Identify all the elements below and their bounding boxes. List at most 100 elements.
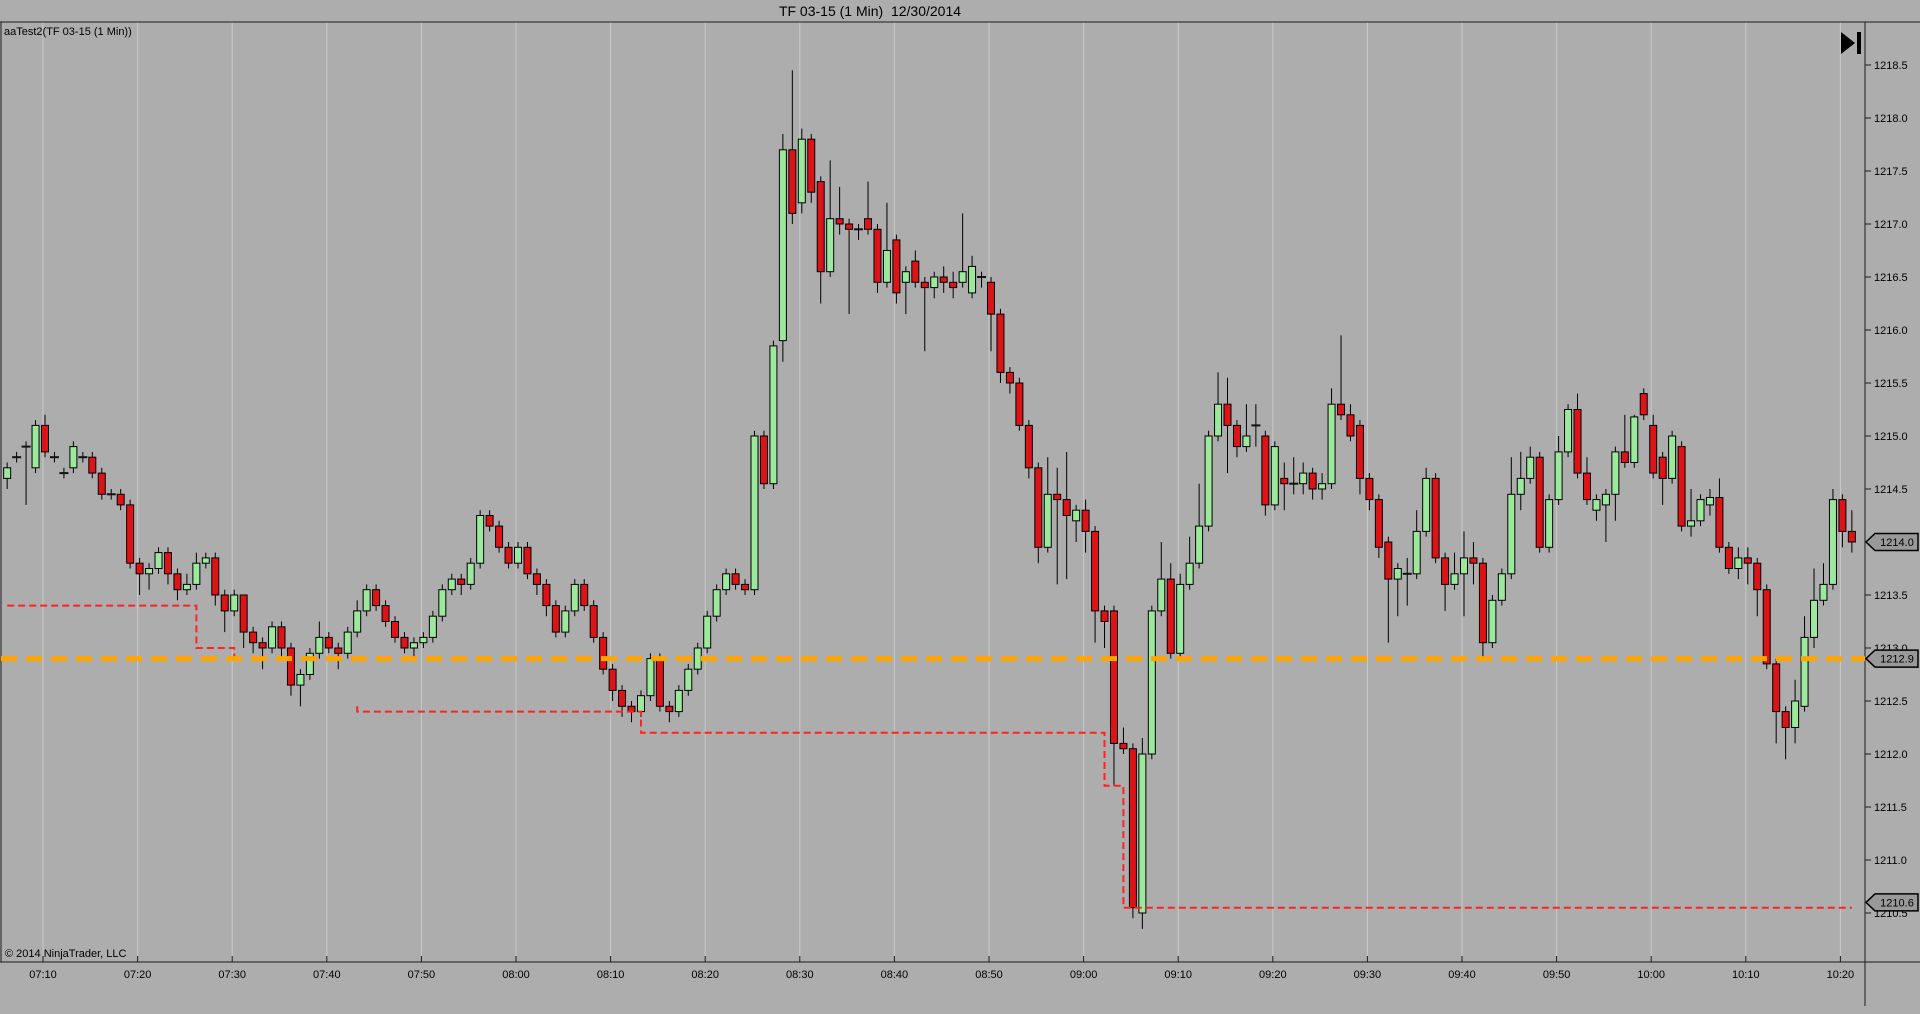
candle-down [324, 636, 333, 649]
candle-down [1280, 477, 1289, 485]
candle-up [1800, 636, 1809, 707]
candle-up [1545, 499, 1554, 548]
candle-down [1005, 371, 1014, 384]
y-axis-label: 1211.5 [1874, 802, 1907, 814]
candle-up [1195, 525, 1204, 564]
candle-down [532, 573, 541, 585]
candle-up [1507, 493, 1516, 575]
candle-down [126, 504, 135, 564]
candle-down [911, 260, 920, 283]
x-axis-label: 08:20 [691, 969, 719, 981]
candle-down [116, 493, 125, 506]
candle-down [1119, 742, 1128, 750]
candle-up [712, 589, 721, 617]
candle-up [1601, 493, 1610, 506]
candle-down [608, 668, 617, 691]
candle-up [882, 250, 891, 283]
y-axis-label: 1217.0 [1874, 219, 1908, 231]
candle-down [1384, 541, 1393, 580]
candle-down [1677, 446, 1686, 527]
candle-down [485, 515, 494, 527]
y-axis-label: 1214.5 [1874, 484, 1908, 496]
candle-up [447, 578, 456, 591]
candle-up [797, 138, 806, 204]
candle-down [41, 424, 49, 453]
chart-title: TF 03-15 (1 Min) 12/30/2014 [778, 3, 962, 19]
candle-up [438, 589, 447, 617]
candle-up [1176, 583, 1185, 654]
candle-up [1526, 456, 1535, 479]
candle-up [778, 149, 787, 342]
candle-down [258, 642, 267, 649]
candle-up [674, 689, 683, 713]
y-axis[interactable]: 1218.5 1218.0 1217.5 1217.0 1216.5 1216.0 1215… [1865, 60, 1908, 920]
price-badge-1210.6 [1864, 893, 1919, 912]
candle-down [542, 583, 551, 607]
candle-down [1024, 424, 1033, 469]
candle-down [220, 594, 229, 612]
candle-down [1478, 562, 1487, 644]
candle-down [135, 562, 144, 575]
x-axis-label: 09:50 [1543, 969, 1571, 981]
candle-down [987, 281, 995, 315]
candle-down [1081, 509, 1090, 532]
candle-down [920, 281, 929, 289]
skip-to-end-glyph [1841, 32, 1861, 54]
candle-down [1346, 414, 1355, 437]
candle-down [1620, 451, 1629, 463]
candle-up [230, 594, 239, 612]
gridlines [42, 22, 1841, 962]
candle-up [466, 562, 475, 585]
candle-up [1564, 409, 1573, 453]
skip-to-end-icon[interactable] [1838, 30, 1866, 58]
x-axis-label: 08:00 [502, 969, 530, 981]
candle-up [409, 642, 418, 649]
candle-down [1431, 477, 1440, 559]
candle-down [495, 525, 504, 548]
candle-up [1705, 496, 1714, 506]
candle-up [145, 568, 154, 575]
x-axis-label: 07:40 [313, 969, 341, 981]
candle-up [419, 636, 428, 644]
candle-down [1724, 546, 1733, 569]
doji-dash [21, 445, 31, 448]
price-badge-1212.9 [1864, 649, 1919, 668]
candle-up [1460, 557, 1468, 575]
candle-up [693, 647, 702, 670]
candle-up [1668, 435, 1677, 479]
x-axis-label: 09:40 [1448, 969, 1476, 981]
candle-up [1696, 499, 1705, 522]
candle-down [655, 658, 664, 707]
candle-down [1100, 610, 1109, 623]
candle-down [665, 705, 674, 713]
candle-down [1337, 403, 1346, 416]
x-axis-label: 09:00 [1070, 969, 1098, 981]
candle-down [996, 313, 1005, 373]
candle-up [722, 573, 731, 591]
y-axis-label: 1218.0 [1874, 113, 1908, 125]
candle-down [239, 594, 248, 633]
candle-down [400, 636, 409, 649]
x-axis-label: 10:20 [1827, 969, 1855, 981]
y-axis-label: 1216.0 [1874, 325, 1908, 337]
candle-down [741, 583, 750, 591]
candle-up [1412, 530, 1421, 575]
x-axis-label: 08:50 [975, 969, 1003, 981]
x-axis-label: 10:00 [1637, 969, 1665, 981]
candle-up [428, 615, 437, 638]
candle-down [1781, 711, 1790, 728]
candle-down [97, 472, 106, 495]
x-axis[interactable]: 07:10 07:20 07:30 07:40 07:50 08:00 08:10 08:20… [29, 956, 1854, 981]
candle-up [514, 546, 522, 564]
x-axis-label: 09:30 [1354, 969, 1382, 981]
candle-up [31, 424, 40, 469]
candle-down [1109, 610, 1118, 744]
candle-down [1715, 496, 1724, 548]
candle-down [1658, 456, 1667, 479]
candle-up [1497, 573, 1506, 601]
candle-down [249, 631, 258, 644]
price-badge-label: 1212.9 [1880, 654, 1914, 666]
candle-up [296, 674, 305, 686]
